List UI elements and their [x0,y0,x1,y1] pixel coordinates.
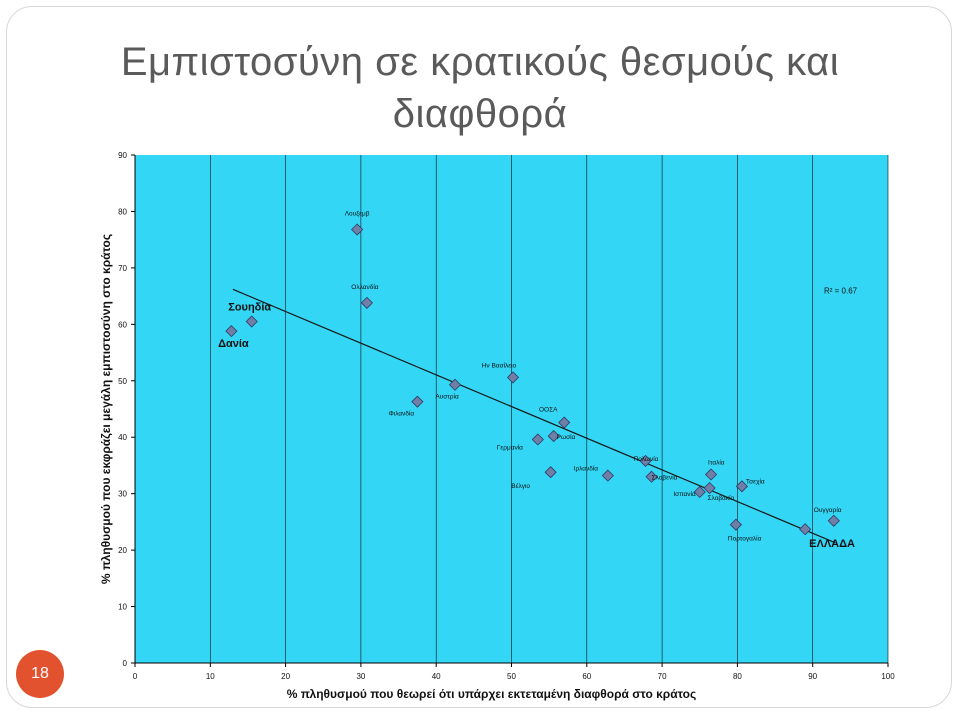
data-point-marker [729,518,742,531]
data-point-marker [827,514,840,527]
x-tick-label: 40 [432,672,441,681]
slide-title: Εμπιστοσύνη σε κρατικούς θεσμούς και δια… [0,36,960,140]
y-tick-label: 60 [118,320,127,329]
slide-title-line2: διαφθορά [392,92,568,136]
data-point-marker [639,454,652,467]
data-point-label: Ιταλία [708,458,725,466]
data-point-label: Φιλανδία [389,410,415,418]
data-point-label: Ρωσία [557,433,576,441]
y-tick-label: 30 [118,490,127,499]
y-tick-label: 10 [118,603,127,612]
data-point-marker [601,469,614,482]
data-point-label: Δανία [218,338,249,350]
y-tick-label: 50 [118,377,127,386]
data-point-label: ΕΛΛΑΔΑ [809,538,855,550]
x-tick-label: 100 [881,672,895,681]
data-point-marker [645,470,658,483]
data-point-marker [360,296,373,309]
y-tick-label: 20 [118,546,127,555]
data-point-marker [411,395,424,408]
x-tick-label: 90 [808,672,817,681]
x-tick-label: 20 [281,672,290,681]
data-point-marker [799,523,812,536]
slide-title-line1: Εμπιστοσύνη σε κρατικούς θεσμούς και [120,40,840,84]
y-tick-label: 40 [118,433,127,442]
data-point-marker [506,371,520,384]
data-point-label: Τσεχία [746,477,765,485]
y-tick-label: 0 [123,659,128,668]
slide-number-badge: 18 [16,650,64,698]
data-point-label: Ιρλανδία [574,465,599,473]
data-point-marker [735,480,748,493]
data-point-label: Βέλγιο [511,482,530,490]
data-point-marker [547,430,560,443]
x-axis-title: % πληθυσμού που θεωρεί ότι υπάρχει εκτετ… [287,687,696,701]
x-tick-label: 80 [733,672,742,681]
data-point-label: ΟΟΣΑ [539,407,558,414]
data-point-label: Αυστρία [435,393,459,401]
x-tick-label: 70 [658,672,667,681]
trendline [232,288,836,544]
data-point-label: Λουξεμβ [345,211,370,218]
x-tick-label: 50 [507,672,516,681]
data-point-label: Σλοβακία [708,494,735,502]
data-point-label: Πολωνία [634,455,659,463]
data-point-label: Ουγγαρία [814,506,842,514]
x-tick-label: 60 [582,672,591,681]
data-point-label: Ισπανία [673,490,696,498]
data-point-label: Ολλανδία [351,283,379,291]
y-tick-label: 70 [118,264,127,273]
y-tick-label: 80 [118,207,127,216]
data-point-marker [245,315,258,328]
data-point-marker [558,416,571,429]
y-tick-label: 90 [118,151,127,160]
data-point-marker [351,223,364,236]
data-point-marker [225,325,238,338]
data-point-marker [448,378,462,391]
data-point-marker [531,433,544,446]
x-tick-label: 30 [356,672,365,681]
data-point-marker [693,485,706,499]
data-point-label: Σουηδία [228,302,271,314]
x-tick-label: 10 [206,672,215,681]
y-axis-title: % πληθυσμού που εκφράζει μεγάλη εμπιστοσ… [99,234,113,584]
x-tick-label: 0 [133,672,138,681]
data-point-label: Πορτογαλία [728,535,762,543]
data-point-label: Σλοβενία [652,474,678,482]
data-point-marker [704,468,718,481]
r-squared-label: R² = 0.67 [824,286,858,295]
data-point-label: Γερμανία [497,443,523,451]
data-point-marker [703,481,716,495]
data-point-marker [544,466,557,479]
data-point-label: Ην Βασίλειο [482,361,517,369]
